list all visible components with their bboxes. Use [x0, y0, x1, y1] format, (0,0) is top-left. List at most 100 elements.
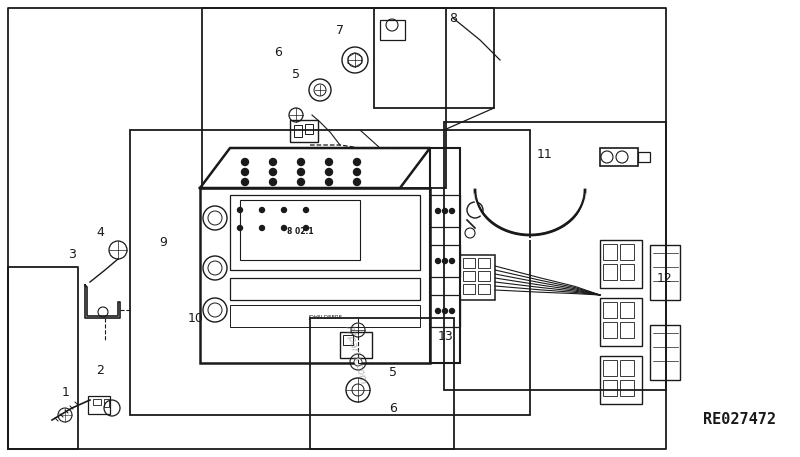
Circle shape — [303, 207, 309, 213]
Circle shape — [298, 179, 305, 186]
Circle shape — [435, 208, 441, 213]
Circle shape — [242, 179, 249, 186]
Text: 2: 2 — [96, 363, 104, 377]
Bar — [600, 148, 638, 166]
Circle shape — [442, 308, 447, 314]
Circle shape — [354, 358, 362, 366]
Bar — [463, 258, 475, 268]
Text: 6: 6 — [274, 47, 282, 59]
Bar — [478, 258, 490, 268]
Bar — [620, 244, 634, 260]
Bar — [294, 125, 302, 137]
Bar — [620, 322, 634, 338]
Bar — [230, 305, 420, 327]
Bar — [130, 130, 530, 415]
Circle shape — [282, 207, 286, 213]
Circle shape — [435, 308, 441, 314]
Circle shape — [435, 259, 441, 264]
Text: 77parts.com: 77parts.com — [342, 324, 368, 386]
Circle shape — [348, 53, 362, 67]
Text: RE027472: RE027472 — [703, 413, 777, 427]
Text: 12: 12 — [657, 271, 673, 285]
Bar — [290, 120, 318, 142]
Circle shape — [270, 169, 277, 175]
Text: 10: 10 — [188, 312, 204, 324]
Circle shape — [442, 259, 447, 264]
Bar — [230, 278, 420, 300]
Bar — [430, 245, 460, 277]
Circle shape — [450, 208, 454, 213]
Circle shape — [270, 159, 277, 165]
Circle shape — [298, 169, 305, 175]
Circle shape — [298, 159, 305, 165]
Circle shape — [326, 169, 333, 175]
Circle shape — [314, 84, 326, 96]
Bar — [430, 295, 460, 327]
Bar — [603, 244, 617, 260]
Circle shape — [354, 159, 361, 165]
Text: 4: 4 — [96, 225, 104, 239]
Bar — [638, 152, 650, 162]
Circle shape — [242, 169, 249, 175]
Bar — [230, 195, 420, 270]
Circle shape — [442, 208, 447, 213]
Bar — [343, 335, 353, 345]
Circle shape — [259, 207, 265, 213]
Circle shape — [303, 225, 309, 230]
Circle shape — [259, 225, 265, 230]
Circle shape — [326, 159, 333, 165]
Bar — [600, 240, 642, 288]
Circle shape — [238, 225, 242, 230]
Bar — [603, 380, 617, 396]
Circle shape — [352, 384, 364, 396]
Circle shape — [238, 207, 242, 213]
Circle shape — [450, 308, 454, 314]
Bar — [374, 8, 494, 108]
Bar — [444, 122, 666, 390]
Bar — [88, 396, 110, 414]
Text: 6: 6 — [389, 402, 397, 414]
Bar — [463, 284, 475, 294]
Bar — [603, 360, 617, 376]
Bar — [104, 399, 109, 407]
Bar — [200, 188, 430, 363]
Bar — [603, 264, 617, 280]
Bar — [340, 332, 372, 358]
Bar — [620, 264, 634, 280]
Bar — [603, 302, 617, 318]
Bar — [380, 20, 405, 40]
Circle shape — [270, 179, 277, 186]
Circle shape — [354, 169, 361, 175]
Circle shape — [242, 159, 249, 165]
Bar — [478, 284, 490, 294]
Bar — [650, 245, 680, 300]
Circle shape — [326, 179, 333, 186]
Bar — [460, 255, 495, 300]
Circle shape — [282, 225, 286, 230]
Text: 8 02.1: 8 02.1 — [286, 228, 314, 237]
Bar — [240, 200, 360, 260]
Text: 13: 13 — [438, 330, 454, 344]
Bar — [620, 302, 634, 318]
Bar — [202, 8, 446, 188]
Bar — [430, 195, 460, 227]
Text: JOHN DEERE: JOHN DEERE — [308, 315, 342, 320]
Bar — [305, 124, 313, 134]
Text: 7: 7 — [336, 23, 344, 37]
Bar — [310, 318, 454, 449]
Bar — [478, 271, 490, 281]
Text: 5: 5 — [292, 69, 300, 81]
Bar — [93, 399, 101, 405]
Bar — [603, 322, 617, 338]
Text: 8: 8 — [449, 11, 457, 25]
Text: 3: 3 — [68, 248, 76, 260]
Text: 5: 5 — [389, 367, 397, 379]
Text: 11: 11 — [537, 149, 553, 161]
Text: 1: 1 — [62, 387, 70, 399]
Text: 9: 9 — [159, 235, 167, 249]
Bar — [600, 356, 642, 404]
Bar — [620, 360, 634, 376]
Bar — [600, 298, 642, 346]
Bar — [463, 271, 475, 281]
Circle shape — [354, 179, 361, 186]
